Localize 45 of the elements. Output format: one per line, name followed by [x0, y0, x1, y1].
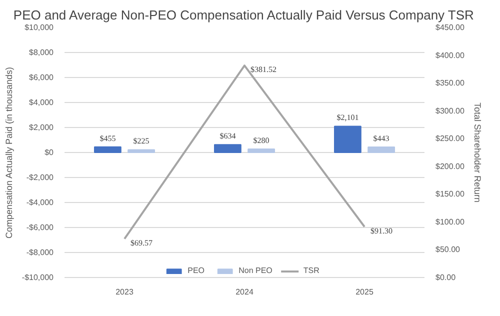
- y-tick-label: $4,000: [29, 98, 54, 107]
- y2-tick-label: $0.00: [436, 273, 456, 282]
- y-tick-label: -$10,000: [22, 273, 54, 282]
- data-label: $2,101: [336, 113, 359, 122]
- x-tick-label: 2025: [356, 288, 374, 296]
- bar: [128, 149, 155, 153]
- data-label: $443: [373, 134, 390, 143]
- y-tick-label: -$4,000: [26, 198, 54, 207]
- legend-label: TSR: [303, 266, 320, 275]
- y-tick-label: -$6,000: [26, 223, 54, 232]
- y-tick-label: $0: [44, 148, 54, 157]
- legend-label: PEO: [188, 266, 206, 275]
- y2-tick-label: $300.00: [436, 106, 465, 116]
- bar: [248, 148, 275, 153]
- y2-tick-label: $250.00: [436, 134, 465, 144]
- y2-tick-label: $100.00: [436, 217, 465, 226]
- y2-tick-label: $200.00: [436, 162, 465, 171]
- y-tick-label: $10,000: [24, 23, 54, 32]
- legend-label: Non PEO: [238, 266, 272, 275]
- data-label: $91.30: [370, 226, 392, 236]
- data-label: $634: [220, 132, 236, 141]
- bar: [214, 144, 242, 153]
- bar: [334, 126, 362, 153]
- y2-tick-label: $400.00: [436, 50, 465, 60]
- bar: [94, 146, 122, 153]
- y-tick-label: $6,000: [29, 73, 54, 82]
- data-label: $455: [100, 134, 116, 143]
- chart-title: PEO and Average Non-PEO Compensation Actually Paid Versus Company TSR: [13, 8, 474, 22]
- bar: [368, 146, 395, 153]
- y-tick-label: $8,000: [29, 48, 54, 57]
- y2-axis-title: Total Shareholder Return: [472, 102, 482, 203]
- x-tick-label: 2023: [116, 288, 134, 296]
- data-label: $381.52: [250, 65, 276, 74]
- y-axis-title: Compensation Actually Paid (in thousands): [4, 66, 14, 239]
- y-tick-label: -$8,000: [26, 248, 54, 257]
- y-tick-label: -$2,000: [26, 173, 54, 182]
- y2-tick-label: $50.00: [436, 245, 461, 254]
- data-label: $225: [133, 136, 150, 146]
- y2-tick-label: $450.00: [436, 23, 465, 32]
- y2-tick-label: $150.00: [436, 190, 465, 199]
- y2-tick-label: $350.00: [436, 78, 465, 88]
- x-tick-label: 2024: [236, 288, 254, 296]
- data-label: $69.57: [130, 238, 152, 248]
- data-label: $280: [253, 136, 270, 145]
- y-tick-label: $2,000: [29, 123, 54, 132]
